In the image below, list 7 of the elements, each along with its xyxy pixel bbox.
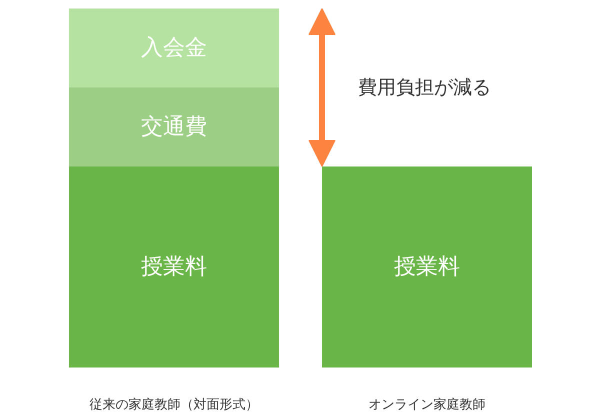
series-label: 交通費 (141, 114, 207, 140)
series-label: 入会金 (141, 35, 207, 60)
x-tick-label: オンライン家庭教師 (368, 396, 486, 412)
annotation: 費用負担が減る (358, 76, 492, 98)
x-tick-label: 従来の家庭教師（対面形式） (90, 396, 258, 412)
text: 授業料 (394, 254, 460, 280)
series-label: 授業料 (141, 254, 207, 280)
